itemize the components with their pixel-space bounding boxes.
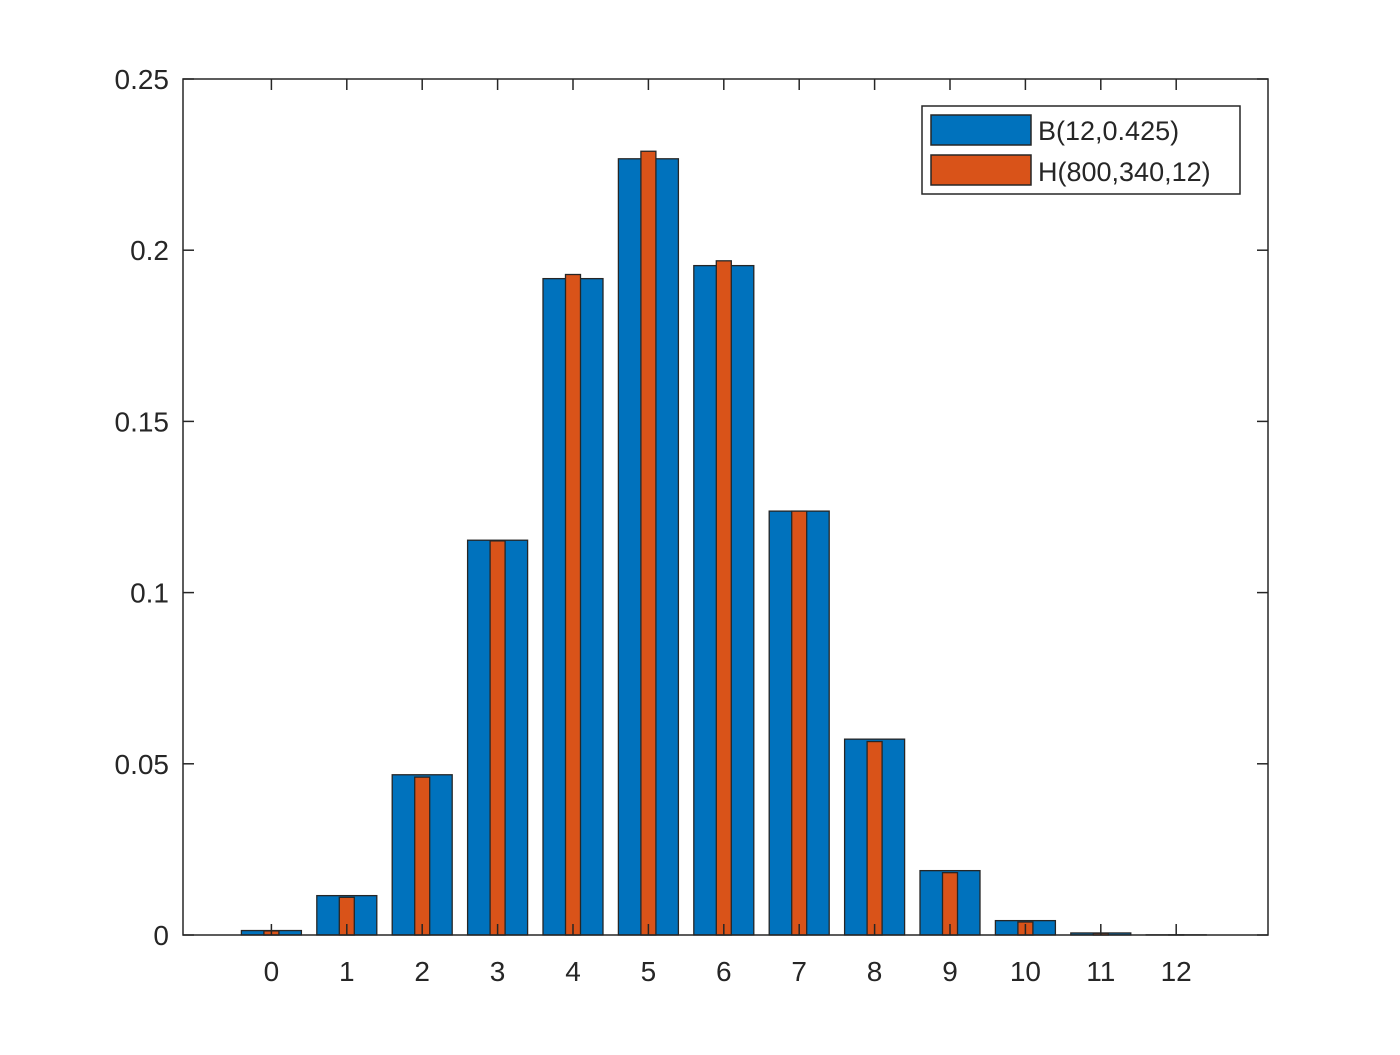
x-tick-label: 2: [414, 956, 430, 987]
y-tick-label: 0.25: [115, 64, 170, 95]
legend: B(12,0.425) H(800,340,12): [922, 106, 1240, 194]
y-tick-label: 0.2: [130, 235, 169, 266]
legend-label-binomial: B(12,0.425): [1038, 116, 1179, 146]
bar-series2-3: [490, 541, 505, 935]
bar-series2-5: [641, 151, 656, 935]
x-tick-label: 3: [490, 956, 506, 987]
legend-swatch-binomial: [931, 115, 1031, 145]
x-tick-label: 1: [339, 956, 355, 987]
y-tick-label: 0.15: [115, 406, 170, 437]
x-tick-label: 6: [716, 956, 732, 987]
x-tick-label: 5: [641, 956, 657, 987]
x-tick-label: 12: [1161, 956, 1192, 987]
bar-series2-4: [566, 275, 581, 935]
x-tick-label: 4: [565, 956, 581, 987]
x-tick-label: 8: [867, 956, 883, 987]
x-tick-label: 11: [1086, 956, 1115, 987]
bars-layer: [241, 151, 1206, 935]
legend-swatch-hypergeometric: [931, 155, 1031, 185]
y-tick-label: 0.05: [115, 749, 170, 780]
bar-series2-2: [415, 777, 430, 935]
y-tick-label: 0: [153, 920, 169, 951]
x-tick-label: 10: [1010, 956, 1041, 987]
bar-series2-6: [716, 261, 731, 935]
x-tick-label: 0: [264, 956, 280, 987]
bar-series2-7: [792, 511, 807, 935]
bar-series2-8: [867, 742, 882, 935]
y-tick-label: 0.1: [130, 578, 169, 609]
legend-label-hypergeometric: H(800,340,12): [1038, 157, 1211, 187]
x-tick-label: 9: [942, 956, 958, 987]
x-tick-label: 7: [791, 956, 807, 987]
